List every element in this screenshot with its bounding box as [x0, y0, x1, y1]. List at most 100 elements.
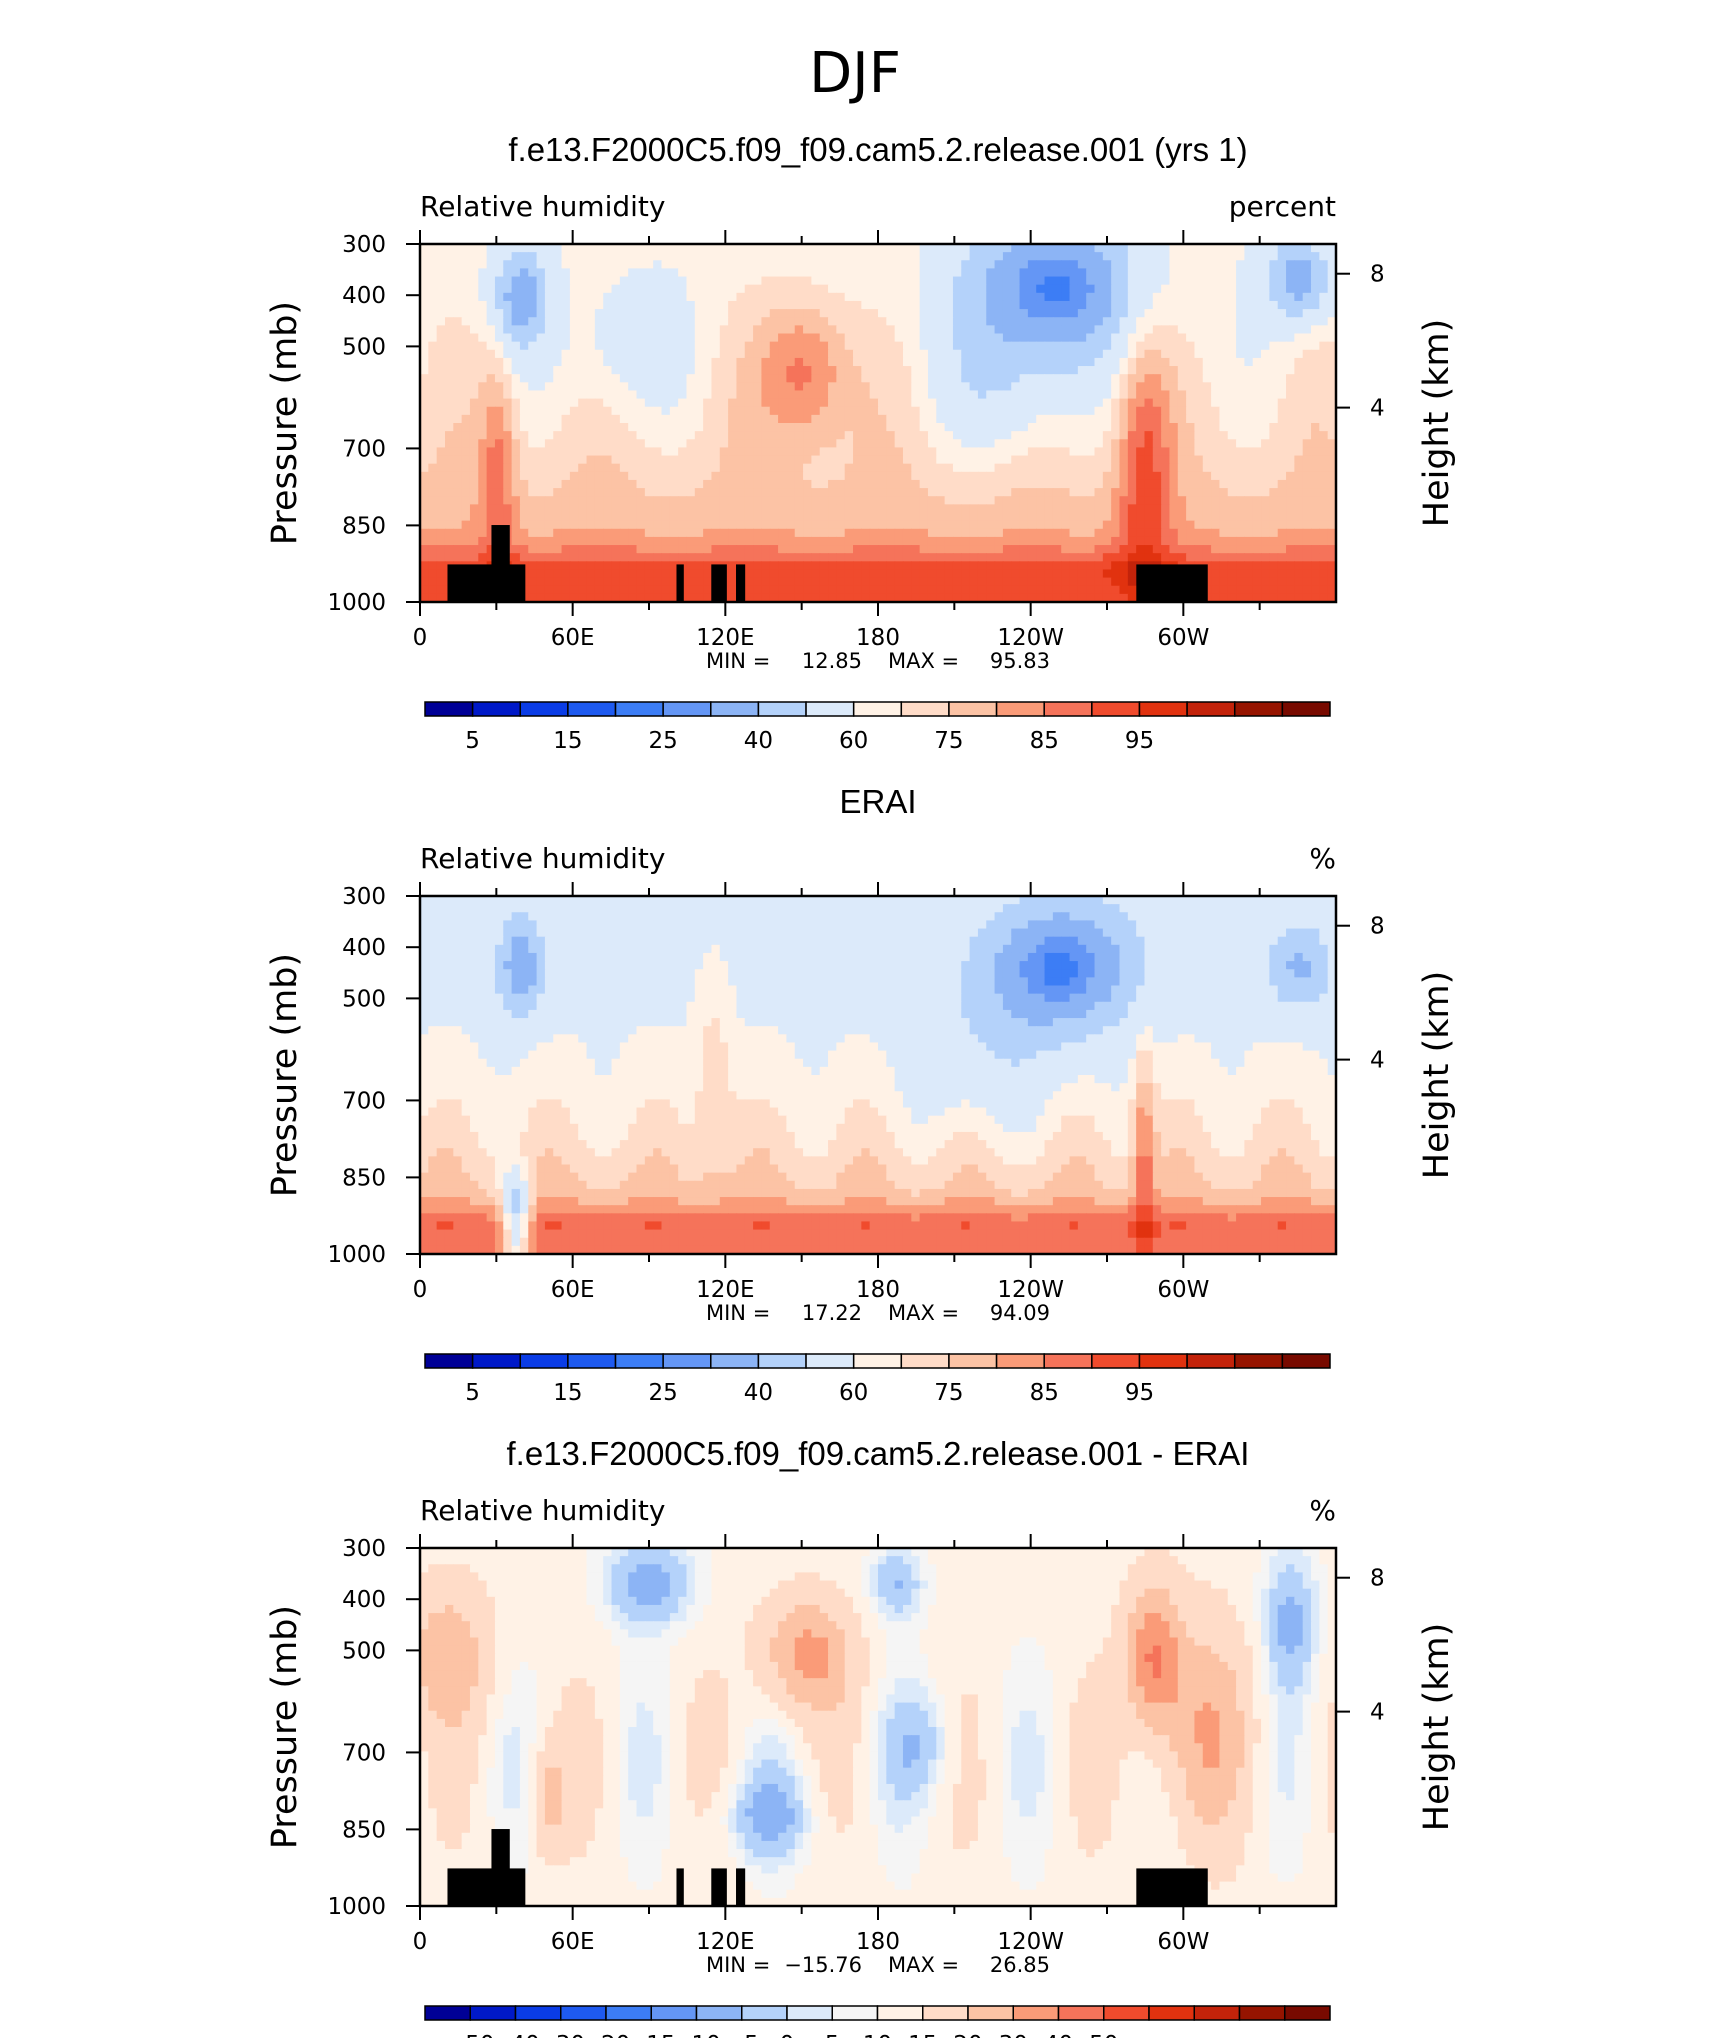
heatmap-cell — [1102, 593, 1112, 603]
heatmap-cell — [1036, 593, 1046, 603]
heatmap-cell — [1261, 390, 1270, 400]
heatmap-cell — [478, 244, 488, 253]
heatmap-cell — [594, 520, 604, 530]
heatmap-cell — [1286, 423, 1295, 432]
heatmap-cell — [853, 325, 862, 335]
heatmap-cell — [1161, 398, 1171, 408]
heatmap-cell — [544, 268, 554, 278]
heatmap-cell — [461, 382, 471, 392]
heatmap-cell — [569, 577, 579, 587]
heatmap-cell — [669, 455, 679, 465]
heatmap-cell — [1136, 536, 1146, 546]
heatmap-cell — [944, 520, 954, 530]
heatmap-cell — [952, 447, 962, 457]
heatmap-cell — [1102, 520, 1112, 530]
heatmap-cell — [769, 300, 779, 310]
heatmap-cell — [919, 423, 929, 432]
heatmap-cell — [1011, 553, 1021, 562]
heatmap-cell — [778, 463, 787, 473]
heatmap-cell — [894, 439, 904, 449]
heatmap-cell — [1286, 414, 1295, 424]
heatmap-cell — [819, 479, 829, 489]
heatmap-cell — [1036, 341, 1046, 351]
heatmap-cell — [1244, 390, 1254, 400]
heatmap-cell — [519, 414, 529, 424]
heatmap-cell — [461, 300, 471, 310]
heatmap-cell — [619, 593, 629, 603]
heatmap-cell — [428, 585, 438, 595]
heatmap-cell — [578, 536, 588, 546]
heatmap-cell — [428, 463, 438, 473]
heatmap-cell — [1002, 333, 1012, 343]
heatmap-cell — [561, 292, 571, 302]
heatmap-cell — [1069, 512, 1079, 522]
heatmap-cell — [578, 366, 588, 375]
heatmap-cell — [769, 390, 779, 400]
heatmap-cell — [811, 439, 821, 449]
heatmap-cell — [478, 455, 488, 465]
heatmap-cell — [611, 357, 621, 367]
heatmap-cell — [436, 374, 446, 383]
heatmap-cell — [861, 471, 871, 481]
heatmap-cell — [853, 423, 862, 432]
heatmap-cell — [1211, 398, 1221, 408]
heatmap-cell — [503, 431, 513, 440]
heatmap-cell — [461, 349, 471, 359]
heatmap-cell — [886, 561, 896, 571]
heatmap-cell — [611, 496, 621, 505]
heatmap-cell — [902, 593, 912, 603]
heatmap-cell — [1036, 349, 1046, 359]
heatmap-cell — [569, 520, 579, 530]
heatmap-cell — [1019, 536, 1029, 546]
heatmap-cell — [769, 349, 779, 359]
heatmap-cell — [703, 439, 713, 449]
heatmap-cell — [694, 349, 704, 359]
heatmap-cell — [1244, 504, 1254, 514]
heatmap-cell — [528, 284, 538, 294]
heatmap-cell — [1111, 349, 1121, 359]
heatmap-cell — [1027, 366, 1037, 375]
heatmap-cell — [528, 374, 538, 383]
heatmap-cell — [1236, 317, 1245, 326]
heatmap-cell — [669, 414, 679, 424]
heatmap-cell — [1119, 366, 1129, 375]
heatmap-cell — [786, 390, 796, 400]
heatmap-cell — [761, 447, 771, 457]
heatmap-cell — [1094, 366, 1104, 375]
heatmap-cell — [853, 317, 862, 326]
heatmap-cell — [619, 545, 629, 554]
heatmap-cell — [819, 325, 829, 335]
heatmap-cell — [1186, 252, 1196, 261]
heatmap-cell — [544, 317, 554, 326]
heatmap-cell — [994, 374, 1004, 383]
heatmap-cell — [769, 896, 779, 905]
heatmap-cell — [1061, 398, 1071, 408]
heatmap-cell — [1069, 300, 1079, 310]
heatmap-cell — [986, 268, 996, 278]
heatmap-cell — [853, 577, 862, 587]
heatmap-cell — [1119, 536, 1129, 546]
heatmap-cell — [1269, 520, 1279, 530]
heatmap-cell — [1269, 276, 1279, 286]
heatmap-cell — [1261, 349, 1270, 359]
heatmap-cell — [861, 447, 871, 457]
panels: f.e13.F2000C5.f09_f09.cam5.2.release.001… — [265, 131, 1457, 2038]
heatmap-cell — [569, 260, 579, 270]
heatmap-cell — [1319, 528, 1329, 538]
heatmap-cell — [586, 439, 596, 449]
heatmap-cell — [728, 276, 738, 286]
heatmap-cell — [1227, 488, 1237, 497]
heatmap-cell — [911, 585, 921, 595]
heatmap-cell — [1119, 553, 1129, 562]
heatmap-cell — [936, 366, 946, 375]
heatmap-cell — [869, 512, 879, 522]
heatmap-cell — [1261, 398, 1270, 408]
heatmap-cell — [436, 357, 446, 367]
heatmap-cell — [1077, 585, 1087, 595]
heatmap-cell — [828, 260, 837, 270]
heatmap-cell — [869, 504, 879, 514]
heatmap-cell — [936, 252, 946, 261]
heatmap-cell — [1302, 309, 1312, 318]
heatmap-cell — [986, 561, 996, 571]
heatmap-cell — [853, 357, 862, 367]
